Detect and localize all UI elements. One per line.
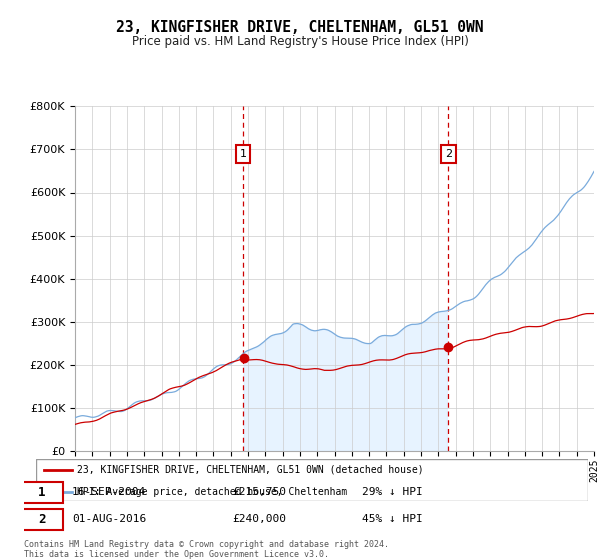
Text: Contains HM Land Registry data © Crown copyright and database right 2024.
This d: Contains HM Land Registry data © Crown c… [24,540,389,559]
FancyBboxPatch shape [21,482,64,503]
Text: 23, KINGFISHER DRIVE, CHELTENHAM, GL51 0WN (detached house): 23, KINGFISHER DRIVE, CHELTENHAM, GL51 0… [77,465,424,475]
Text: 29% ↓ HPI: 29% ↓ HPI [362,487,423,497]
Text: £240,000: £240,000 [233,515,287,524]
Text: 01-AUG-2016: 01-AUG-2016 [72,515,146,524]
Text: 45% ↓ HPI: 45% ↓ HPI [362,515,423,524]
Text: Price paid vs. HM Land Registry's House Price Index (HPI): Price paid vs. HM Land Registry's House … [131,35,469,48]
Text: 23, KINGFISHER DRIVE, CHELTENHAM, GL51 0WN: 23, KINGFISHER DRIVE, CHELTENHAM, GL51 0… [116,20,484,35]
FancyBboxPatch shape [21,509,64,530]
Text: 2: 2 [38,513,46,526]
Text: 16-SEP-2004: 16-SEP-2004 [72,487,146,497]
Text: £215,750: £215,750 [233,487,287,497]
Text: 1: 1 [38,486,46,499]
Text: HPI: Average price, detached house, Cheltenham: HPI: Average price, detached house, Chel… [77,487,347,497]
Text: 2: 2 [445,149,452,158]
Text: 1: 1 [239,149,247,158]
FancyBboxPatch shape [36,459,588,501]
